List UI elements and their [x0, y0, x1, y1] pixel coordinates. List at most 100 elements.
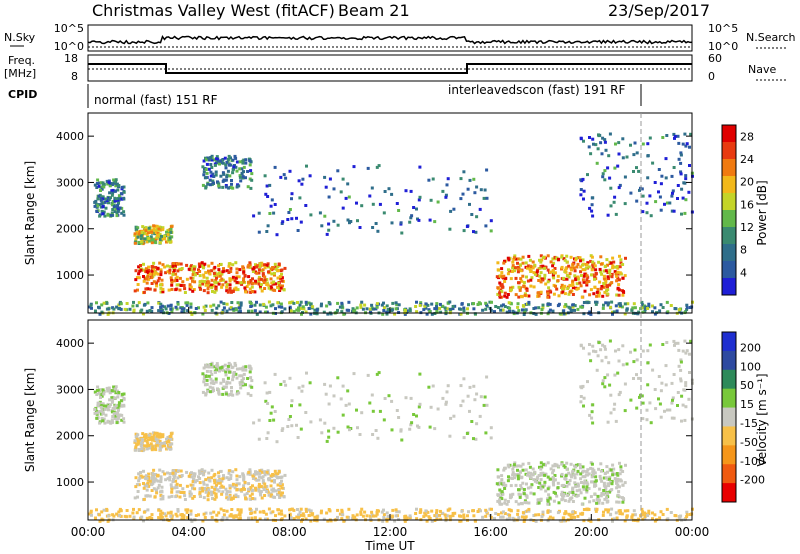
velocity-cell-ground-scatter-floor — [685, 513, 689, 517]
power-cell-ground-scatter-floor — [336, 308, 339, 312]
velocity-cell-ground-scatter-floor — [611, 519, 614, 523]
power-cell-evening-echo — [522, 285, 526, 289]
velocity-cell-main-echo — [249, 497, 253, 501]
power-cell-main-echo — [193, 265, 197, 269]
velocity-cell-sparse-band — [383, 397, 387, 400]
power-cell-ground-scatter-floor — [685, 308, 689, 312]
velocity-cell-main-echo — [231, 484, 235, 488]
velocity-cell-late-streak — [581, 384, 585, 388]
velocity-cell-evening-echo — [507, 465, 511, 469]
velocity-cell-ground-scatter-floor — [297, 515, 300, 519]
velocity-cell-ground-scatter-floor — [115, 512, 119, 516]
velocity-cell-ground-scatter-floor — [612, 517, 616, 521]
power-cell-early-cluster — [97, 203, 101, 207]
power-cell-main-echo — [277, 287, 281, 291]
power-cell-evening-echo — [509, 288, 513, 292]
velocity-cell-ground-scatter-floor — [159, 509, 163, 513]
nsky-tick-top: 10^5 — [54, 22, 84, 35]
power-cell-sparse-band — [404, 189, 408, 193]
velocity-cell-evening-echo — [529, 476, 533, 480]
power-cell-mid-cluster — [161, 226, 165, 230]
velocity-cell-sparse-band — [324, 392, 328, 396]
velocity-cell-evening-echo — [575, 489, 579, 493]
power-cell-evening-echo — [579, 284, 583, 288]
power-cell-ground-scatter-floor — [186, 309, 190, 313]
velocity-cell-evening-echo — [517, 492, 521, 496]
power-cell-evening-echo — [526, 266, 529, 270]
power-cell-evening-echo — [595, 294, 599, 298]
power-cell-main-echo — [222, 267, 225, 271]
power-cell-ground-scatter-floor — [570, 308, 573, 312]
velocity-cell-evening-echo — [621, 497, 625, 500]
velocity-cell-main-echo — [251, 488, 255, 492]
velocity-cell-main-echo — [139, 471, 142, 474]
velocity-cell-ground-scatter-floor — [112, 514, 116, 518]
power-cell-evening-echo — [618, 265, 622, 269]
velocity-cell-upper-sparse — [238, 374, 242, 378]
power-cell-ground-scatter-floor — [132, 308, 136, 312]
power-cell-ground-scatter-floor — [106, 312, 110, 316]
power-cell-late-streak — [684, 144, 688, 148]
power-cell-upper-sparse — [218, 159, 222, 163]
velocity-cell-ground-scatter-floor — [611, 517, 614, 521]
power-cell-upper-sparse — [212, 175, 216, 178]
velocity-cell-main-echo — [214, 485, 218, 489]
power-cell-ground-scatter-floor — [546, 302, 550, 306]
power-cell-main-echo — [220, 285, 224, 289]
power-cell-late-streak — [635, 166, 638, 170]
power-cell-ground-scatter-floor — [522, 313, 526, 316]
velocity-cell-late-streak — [637, 376, 641, 380]
power-cell-main-echo — [156, 272, 160, 276]
power-cell-mid-cluster — [133, 241, 137, 245]
power-cell-ground-scatter-floor — [258, 303, 262, 307]
cpid-label: CPID — [8, 88, 37, 101]
velocity-cell-late-streak — [601, 343, 605, 347]
velocity-cell-evening-echo — [583, 496, 587, 500]
velocity-cell-ground-scatter-floor — [340, 512, 344, 515]
velocity-cell-main-echo — [219, 469, 223, 473]
power-cell-evening-echo — [547, 286, 551, 290]
velocity-cell-ground-scatter-floor — [424, 513, 428, 517]
velocity-cell-main-echo — [161, 497, 165, 501]
velocity-cell-ground-scatter-floor — [562, 519, 566, 523]
power-cell-evening-echo — [560, 283, 564, 287]
velocity-cell-main-echo — [237, 482, 241, 486]
velocity-cell-late-streak — [676, 391, 680, 394]
power-cell-ground-scatter-floor — [419, 301, 423, 305]
power-cell-main-echo — [175, 279, 179, 282]
velocity-cell-ground-scatter-floor — [369, 517, 372, 521]
velocity-cell-upper-sparse — [209, 377, 213, 381]
power-cell-main-echo — [257, 268, 261, 272]
power-cell-early-cluster — [101, 197, 105, 201]
velocity-cell-mid-cluster — [137, 439, 141, 443]
power-cell-mid-cluster — [166, 239, 170, 243]
velocity-cell-evening-echo — [563, 475, 567, 479]
power-cell-late-streak — [608, 132, 612, 136]
power-cell-evening-echo — [576, 277, 580, 281]
velocity-cell-evening-echo — [590, 475, 594, 479]
power-cell-evening-echo — [610, 272, 614, 276]
velocity-cell-sparse-band — [366, 373, 370, 377]
power-cell-main-echo — [172, 269, 176, 273]
power-cell-upper-sparse — [218, 162, 221, 166]
power-cell-ground-scatter-floor — [180, 310, 184, 314]
power-cell-ground-scatter-floor — [148, 309, 152, 312]
velocity-cell-evening-echo — [518, 470, 522, 474]
power-cell-main-echo — [204, 271, 208, 275]
power-cell-main-echo — [244, 290, 248, 294]
power-cell-upper-sparse — [221, 171, 225, 175]
velocity-cell-early-cluster — [93, 407, 97, 411]
velocity-cell-evening-echo — [549, 467, 553, 471]
power-cell-early-cluster — [117, 184, 121, 187]
velocity-cell-ground-scatter-floor — [516, 509, 520, 513]
velocity-cell-sparse-band — [475, 422, 479, 426]
velocity-cell-sparse-band — [468, 385, 472, 389]
velocity-cell-evening-echo — [552, 483, 556, 487]
velocity-cell-ground-scatter-floor — [586, 508, 590, 512]
power-cell-upper-sparse — [235, 185, 239, 189]
power-cell-main-echo — [178, 288, 182, 292]
power-cell-evening-echo — [532, 271, 536, 275]
velocity-cell-late-streak — [681, 349, 685, 353]
power-cell-ground-scatter-floor — [602, 303, 605, 307]
power-cell-main-echo — [187, 267, 191, 271]
